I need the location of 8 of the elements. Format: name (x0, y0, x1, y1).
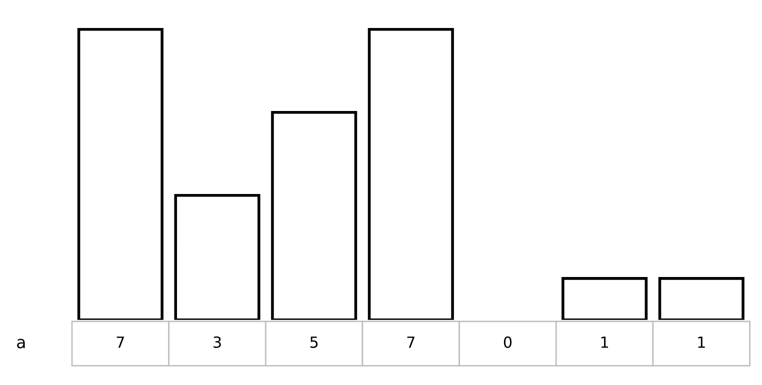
data-label: 7 (407, 336, 414, 348)
data-label: 1 (698, 336, 705, 348)
text: a (17, 338, 25, 348)
data-label: 1 (601, 336, 608, 348)
data-label: 5 (310, 336, 318, 348)
data-label: 0 (504, 336, 512, 348)
data-label: 3 (214, 336, 221, 348)
data-label: 7 (116, 336, 124, 348)
